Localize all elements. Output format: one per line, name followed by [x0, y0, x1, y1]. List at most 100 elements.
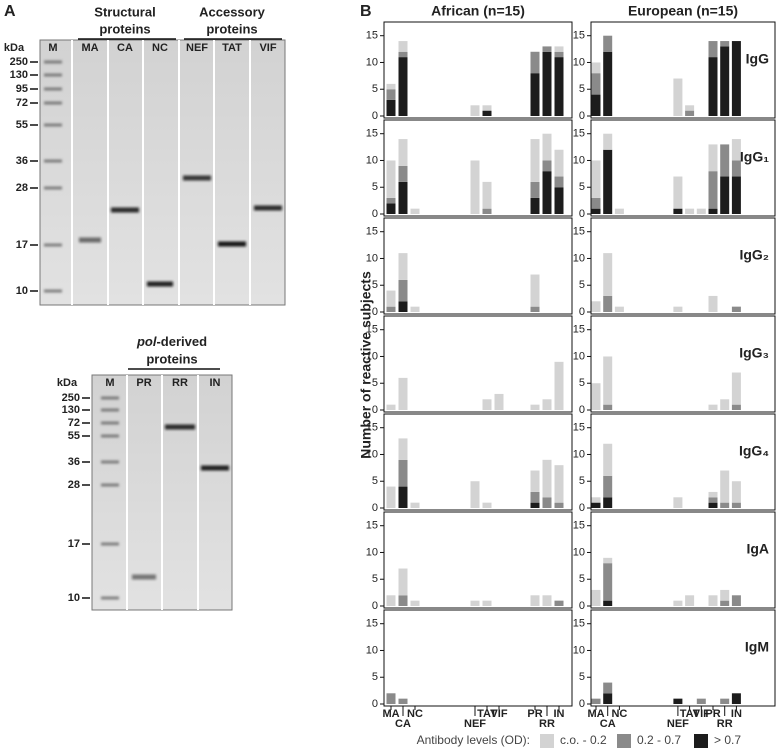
y-tick-label: 10	[366, 448, 378, 460]
bar-segment	[542, 51, 552, 116]
bar-segment	[708, 595, 718, 606]
x-tick-label: TAT	[477, 708, 497, 720]
bar-segment	[603, 600, 613, 606]
bar-segment	[720, 399, 730, 410]
bar-segment	[673, 176, 683, 209]
y-tick-label: 0	[372, 502, 378, 514]
bar-segment	[530, 73, 540, 116]
bar-segment	[708, 491, 718, 498]
y-tick-label: 5	[579, 181, 585, 193]
marker-label: 95	[16, 83, 28, 95]
marker-label: 10	[68, 592, 80, 604]
ladder-band	[101, 408, 119, 412]
bar-segment	[554, 502, 564, 508]
bar-segment	[398, 595, 408, 606]
y-tick-label: 5	[579, 671, 585, 683]
row-label: IgM	[745, 639, 769, 655]
y-tick-label: 0	[372, 110, 378, 122]
bar-segment	[482, 110, 492, 116]
bar-segment	[731, 372, 741, 405]
bar-segment	[398, 165, 408, 182]
bar-segment	[530, 502, 540, 508]
bar-segment	[398, 51, 408, 58]
y-tick-label: 10	[573, 252, 585, 264]
bar-segment	[673, 698, 683, 704]
bar-segment	[720, 600, 730, 606]
bar-segment	[720, 502, 730, 508]
y-tick-label: 10	[573, 448, 585, 460]
ladder-band	[101, 434, 119, 438]
y-tick-label: 10	[573, 546, 585, 558]
x-tick-label: NC	[407, 708, 423, 720]
y-tick-label: 5	[579, 279, 585, 291]
bar-segment	[720, 144, 730, 177]
y-tick-label: 10	[366, 56, 378, 68]
bar-segment	[591, 497, 601, 503]
ladder-band	[101, 460, 119, 464]
bar-segment	[482, 208, 492, 214]
bar-segment	[673, 208, 683, 214]
group-header: proteins	[146, 351, 197, 366]
panel-frame	[590, 413, 776, 511]
bar-segment	[386, 160, 396, 198]
row-label: IgG₂	[739, 247, 769, 263]
x-tick-label: VIF	[490, 708, 507, 720]
bar-segment	[482, 105, 492, 111]
row-label: IgG	[746, 51, 769, 67]
ladder-band	[44, 159, 62, 163]
y-tick-label: 10	[366, 350, 378, 362]
bar-segment	[720, 41, 730, 47]
ladder-band	[44, 101, 62, 105]
bar-segment	[398, 377, 408, 410]
bar-segment	[386, 404, 396, 410]
y-tick-label: 5	[372, 377, 378, 389]
lane-label: PR	[136, 377, 151, 389]
panel-label: A	[4, 3, 16, 20]
y-tick-label: 0	[579, 110, 585, 122]
bar-segment	[542, 399, 552, 410]
group-header: African (n=15)	[431, 3, 525, 19]
lane-label: M	[48, 42, 57, 54]
y-tick-label: 5	[372, 573, 378, 585]
marker-label: 10	[16, 285, 28, 297]
bar-segment	[386, 203, 396, 214]
bar-segment	[398, 253, 408, 280]
legend-label: > 0.7	[714, 733, 741, 747]
panel-frame	[383, 217, 573, 315]
y-tick-label: 10	[573, 154, 585, 166]
bar-segment	[530, 139, 540, 182]
y-tick-label: 5	[372, 83, 378, 95]
protein-band	[147, 281, 173, 287]
group-header: Structural	[94, 4, 155, 19]
y-tick-label: 10	[366, 644, 378, 656]
bar-segment	[603, 557, 613, 564]
bar-segment	[386, 290, 396, 307]
bar-segment	[731, 160, 741, 177]
bar-segment	[696, 208, 706, 214]
bar-segment	[603, 51, 613, 116]
y-tick-label: 15	[573, 30, 585, 42]
bar-segment	[470, 481, 480, 508]
bar-segment	[708, 295, 718, 312]
row-label: IgG₁	[740, 149, 769, 165]
bar-segment	[708, 41, 718, 58]
bar-segment	[708, 144, 718, 172]
marker-label: 72	[16, 97, 28, 109]
bar-segment	[731, 306, 741, 312]
bar-segment	[720, 470, 730, 503]
bar-segment	[720, 589, 730, 601]
bar-segment	[530, 491, 540, 503]
lane-label: TAT	[222, 42, 242, 54]
bar-segment	[398, 301, 408, 312]
y-tick-label: 0	[372, 404, 378, 416]
bar-segment	[554, 176, 564, 188]
bar-segment	[731, 176, 741, 214]
y-tick-label: 0	[579, 306, 585, 318]
ladder-band	[101, 542, 119, 546]
bar-segment	[482, 600, 492, 606]
ladder-band	[101, 421, 119, 425]
protein-band	[132, 574, 156, 580]
y-tick-label: 10	[366, 252, 378, 264]
gel	[39, 39, 286, 306]
bar-segment	[673, 78, 683, 116]
